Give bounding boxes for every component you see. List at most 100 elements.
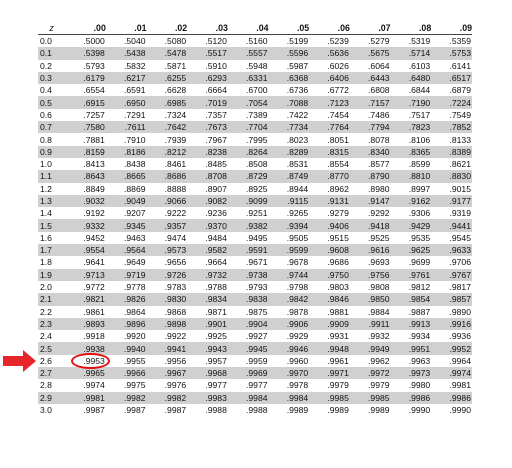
probability-cell: .9147 [349, 194, 391, 208]
probability-cell: .9949 [349, 342, 391, 355]
probability-cell: .9761 [390, 268, 432, 281]
probability-cell: .9382 [227, 219, 269, 232]
probability-cell: .9713 [65, 268, 106, 281]
probability-cell: .6736 [286, 85, 309, 96]
probability-cell: .8665 [105, 170, 147, 183]
probability-cell: .9957 [205, 355, 227, 366]
probability-cell: .8686 [146, 170, 188, 183]
probability-cell: .9265 [286, 208, 309, 219]
probability-cell: .9974 [431, 367, 472, 380]
z-value-cell: 0.0 [40, 36, 52, 47]
probability-cell: .9656 [164, 257, 187, 268]
probability-cell: .6985 [146, 96, 188, 109]
probability-cell: .9854 [390, 293, 432, 306]
probability-cell: .6554 [83, 85, 105, 96]
probability-cell: .9962 [368, 355, 390, 366]
z-value-cell: 0.9 [38, 145, 66, 158]
probability-cell: .9699 [408, 257, 431, 268]
table-row: 0.5.6915.6950.6985.7019.7054.7088.7123.7… [38, 96, 472, 109]
probability-cell: .9929 [286, 331, 309, 342]
z-value-cell: 2.3 [38, 317, 66, 331]
probability-cell: .8159 [65, 145, 106, 158]
probability-cell: .9913 [390, 317, 432, 331]
probability-cell: .7611 [105, 121, 147, 134]
probability-cell: .5040 [124, 36, 146, 47]
probability-cell: .9418 [349, 219, 391, 232]
probability-cell: .9535 [408, 232, 431, 243]
z-value-cell: 2.6 [40, 355, 52, 366]
probability-cell: .5517 [187, 47, 228, 60]
table-row: 2.3.9893.9896.9898.9901.9904.9906.9909.9… [38, 317, 472, 331]
probability-cell: .7642 [146, 121, 188, 134]
probability-cell: .9162 [390, 194, 432, 208]
probability-cell: .9973 [390, 367, 432, 380]
probability-cell: .9985 [349, 391, 391, 404]
probability-cell: .6406 [309, 71, 350, 85]
probability-cell: .9738 [227, 268, 269, 281]
table-row: 2.0 .9772 .9778 .9783 .9788 .9793 .9798 .9803 .9… [38, 281, 472, 293]
probability-cell: .6255 [146, 71, 188, 85]
probability-cell: .6628 [164, 85, 187, 96]
z-value-cell: 1.6 [40, 232, 52, 243]
probability-cell: .9965 [65, 367, 106, 380]
probability-cell: .9625 [390, 244, 432, 257]
table-body: 0.0.5000.5040.5080.5120.5160.5199.5239.5… [38, 35, 472, 417]
column-header: .06 [309, 22, 350, 35]
probability-cell: .8790 [349, 170, 391, 183]
z-value-cell: 2.1 [38, 293, 66, 306]
probability-cell: .6293 [187, 71, 228, 85]
probability-cell: .9251 [246, 208, 268, 219]
probability-cell: .8849 [83, 183, 105, 194]
table-row: 2.7.9965.9966.9967.9968.9969.9970.9971.9… [38, 367, 472, 380]
probability-cell: .7704 [227, 121, 269, 134]
column-header: .01 [105, 22, 147, 35]
probability-cell: .9406 [309, 219, 350, 232]
probability-cell: .5557 [227, 47, 269, 60]
probability-cell: .9909 [309, 317, 350, 331]
probability-cell: .9821 [65, 293, 106, 306]
probability-cell: .9608 [309, 244, 350, 257]
probability-cell: .7580 [65, 121, 106, 134]
probability-cell: .6217 [105, 71, 147, 85]
probability-cell: .9525 [368, 232, 390, 243]
probability-cell: .9871 [205, 306, 227, 317]
column-header: .00 [65, 22, 106, 35]
probability-cell: .9961 [327, 355, 349, 366]
table-row: 1.7.9554.9564.9573.9582.9591.9599.9608.9… [38, 244, 472, 257]
table-row: 1.2 .8849 .8869 .8888 .8907 .8925 .8944 .8962 .8… [38, 183, 472, 195]
probability-cell: .9616 [349, 244, 391, 257]
probability-cell: .9986 [431, 391, 472, 404]
probability-cell: .8212 [146, 145, 188, 158]
column-header: .07 [349, 22, 391, 35]
probability-cell: .8023 [286, 134, 309, 145]
probability-cell: .6026 [327, 60, 349, 71]
probability-cell: .9979 [327, 380, 349, 391]
probability-cell: .9788 [205, 282, 227, 293]
table-row: 1.6 .9452 .9463 .9474 .9484 .9495 .9505 .9515 .9… [38, 232, 472, 244]
probability-cell: .8186 [105, 145, 147, 158]
z-value-cell: 1.0 [40, 159, 52, 170]
probability-cell: .9878 [286, 306, 309, 317]
probability-cell: .9984 [227, 391, 269, 404]
z-value-cell: 0.4 [40, 85, 52, 96]
probability-cell: .9989 [286, 405, 309, 416]
probability-cell: .7224 [431, 96, 472, 109]
column-header: .08 [390, 22, 432, 35]
probability-cell: .8315 [309, 145, 350, 158]
probability-cell: .5279 [368, 36, 390, 47]
probability-cell: .6517 [431, 71, 472, 85]
probability-cell: .5987 [286, 60, 309, 71]
probability-cell: .9868 [164, 306, 187, 317]
probability-cell: .7549 [449, 109, 471, 120]
probability-cell: .9564 [105, 244, 147, 257]
probability-cell: .5398 [65, 47, 106, 60]
probability-cell: .7157 [349, 96, 391, 109]
column-header: .02 [146, 22, 188, 35]
probability-cell: .6950 [105, 96, 147, 109]
table-row: 0.4 .6554 .6591 .6628 .6664 .6700 .6736 .6772 .6… [38, 84, 472, 96]
probability-cell: .9633 [431, 244, 472, 257]
probability-cell: .8729 [227, 170, 269, 183]
probability-cell: .8869 [124, 183, 146, 194]
probability-cell: .9922 [164, 331, 187, 342]
probability-cell: .9881 [327, 306, 349, 317]
